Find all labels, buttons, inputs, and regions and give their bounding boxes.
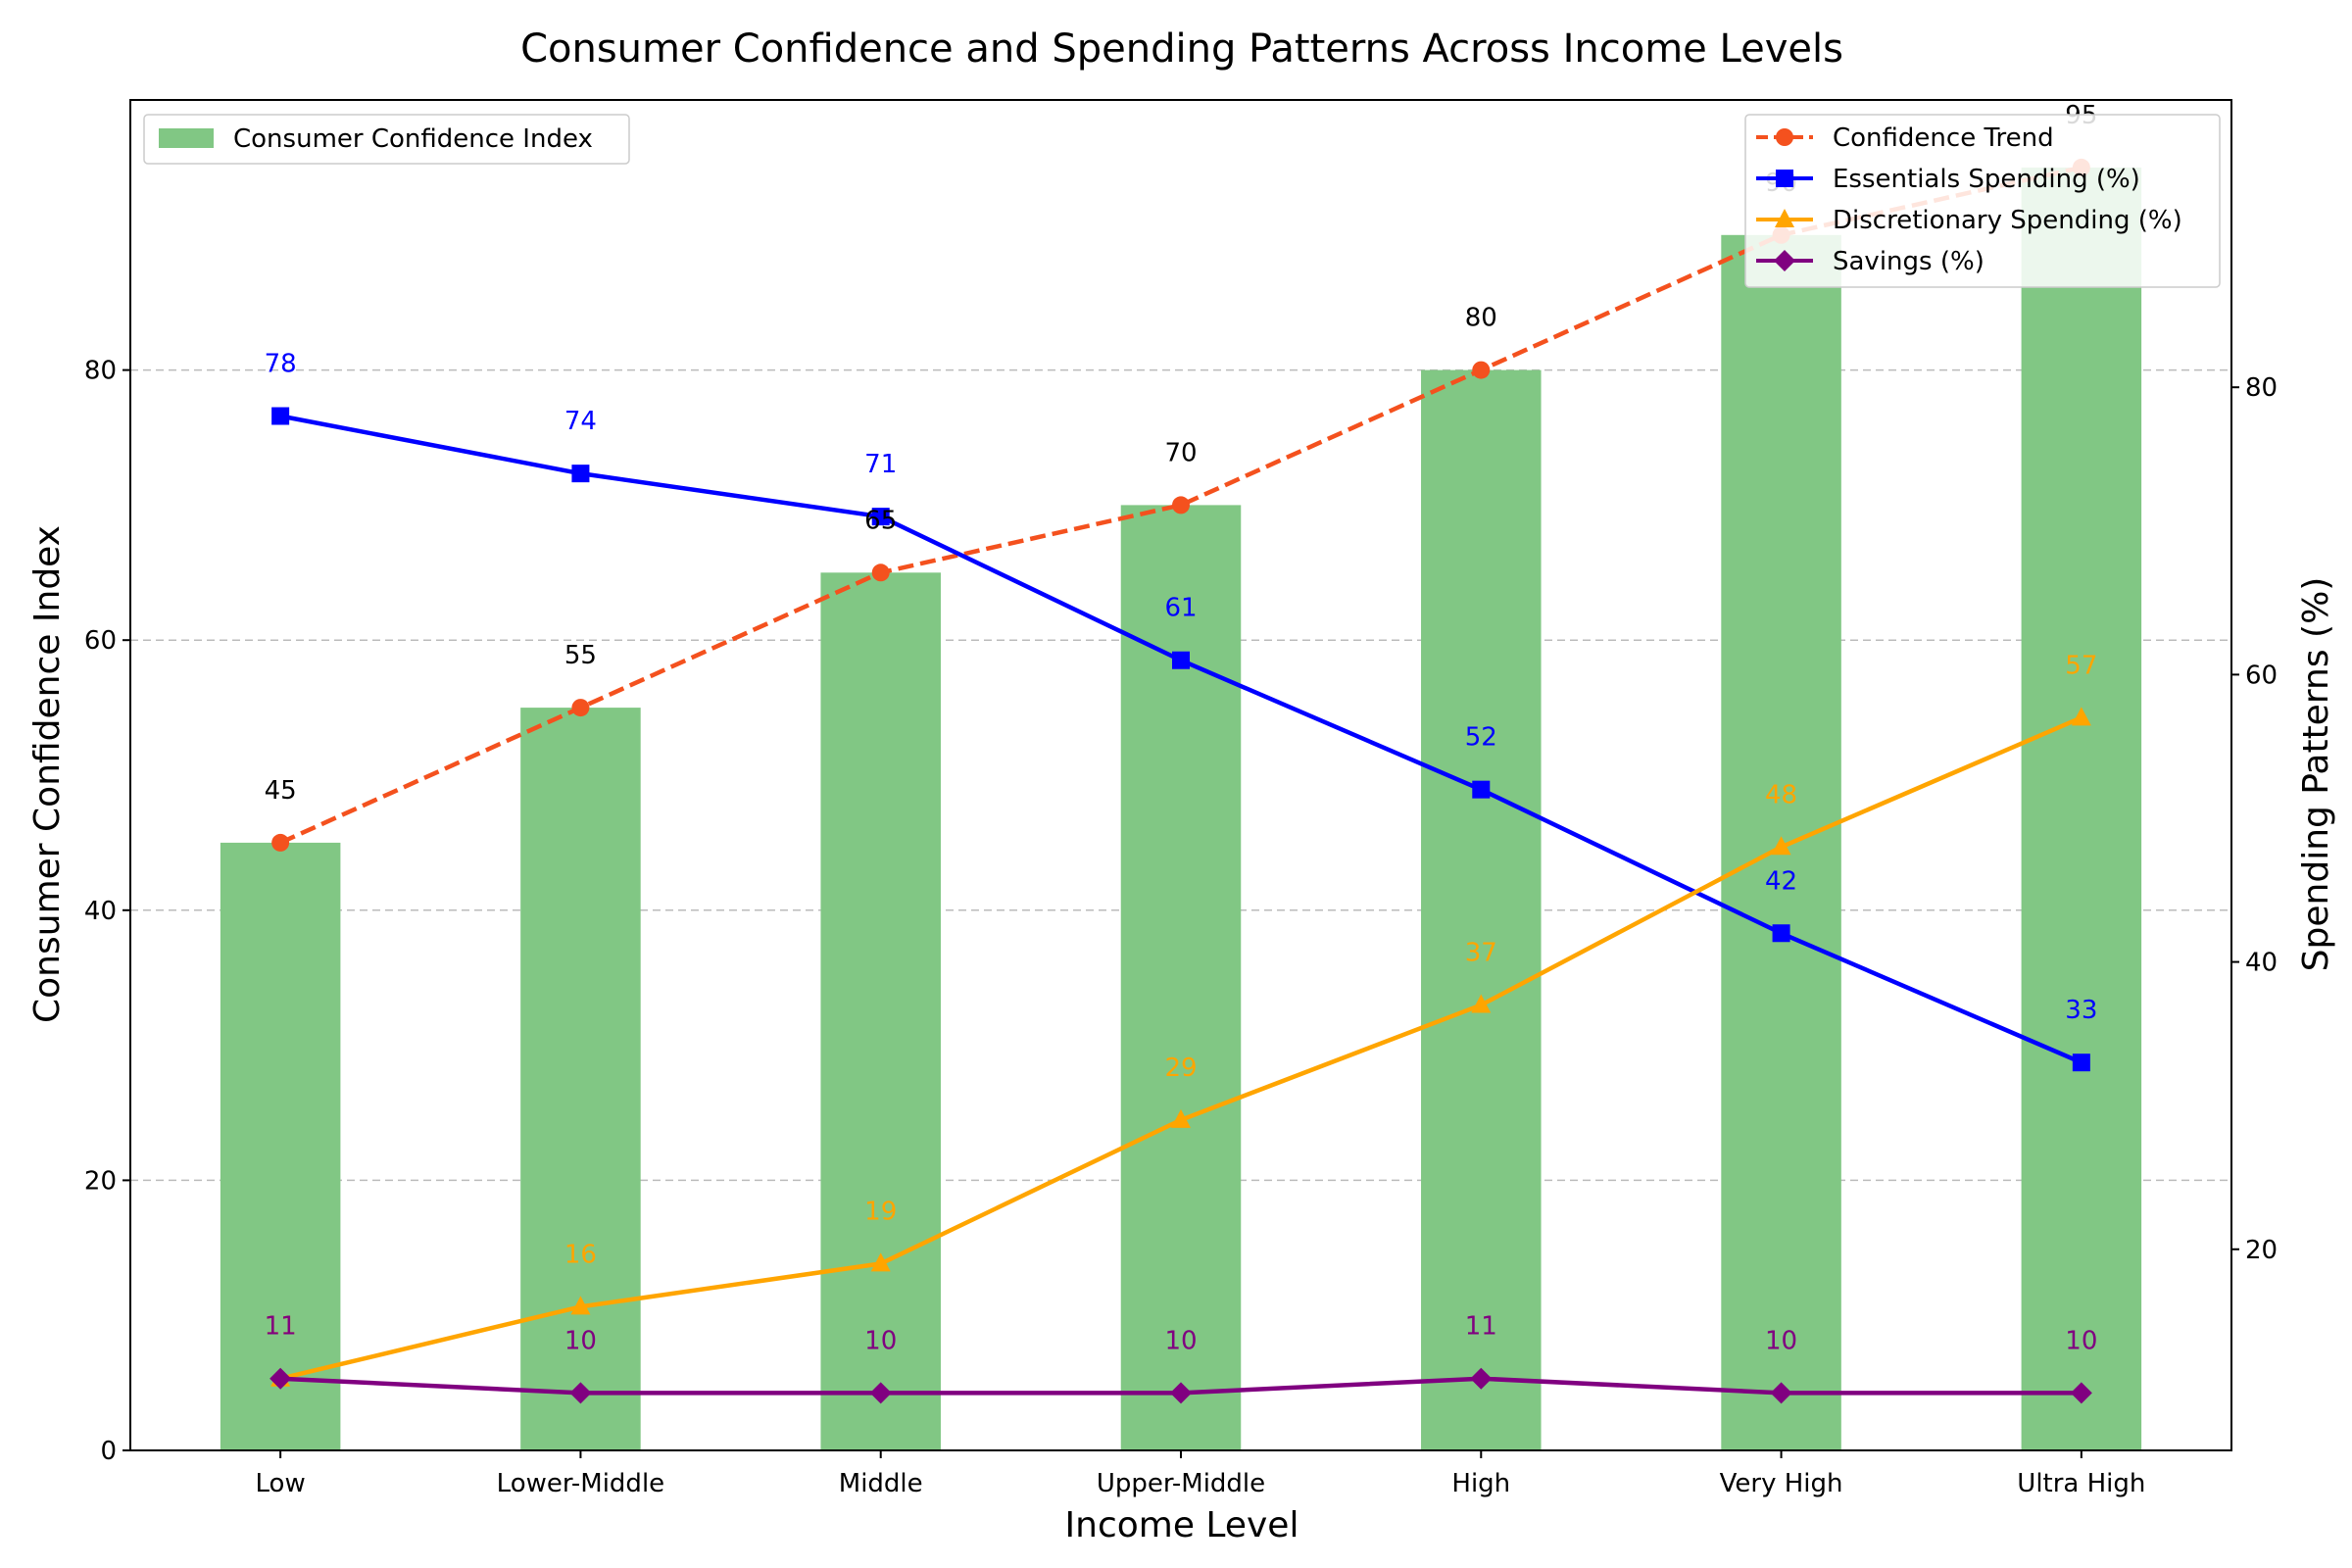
- lines-layer: [270, 158, 2092, 1404]
- series-data-label: 10: [864, 1326, 897, 1355]
- series-marker: [2070, 1382, 2092, 1404]
- series-data-label: 11: [265, 1312, 297, 1342]
- legend-right: Confidence Trend Essentials Spending (%) D…: [1744, 114, 2221, 288]
- y-tick-label-right: 20: [2245, 1236, 2278, 1265]
- bar: [820, 572, 941, 1450]
- series-data-label: 16: [564, 1240, 597, 1269]
- series-data-label: 48: [1765, 780, 1797, 809]
- y-tick-label-right: 40: [2245, 949, 2278, 978]
- series-marker: [1472, 361, 1491, 379]
- series-data-label: 10: [1164, 1326, 1197, 1355]
- x-tick-label: Lower-Middle: [497, 1469, 665, 1498]
- series-marker: [1470, 1367, 1493, 1390]
- series-marker: [270, 1367, 292, 1390]
- x-tick-label: Upper-Middle: [1097, 1469, 1265, 1498]
- series-marker: [871, 564, 890, 582]
- series-marker: [571, 699, 590, 717]
- legend-marker: [1775, 209, 1794, 227]
- series-data-label: 74: [564, 407, 597, 436]
- chart-title: Consumer Confidence and Spending Pattern…: [520, 26, 1843, 72]
- series-data-label: 42: [1765, 866, 1797, 896]
- y-tick-label: 40: [84, 897, 117, 926]
- x-tick-label: Ultra High: [2017, 1469, 2145, 1498]
- series-data-label: 78: [265, 350, 297, 379]
- series-data-label: 11: [265, 1312, 297, 1342]
- series-marker: [271, 407, 290, 425]
- series-marker: [271, 833, 290, 852]
- bar-data-label: 70: [1164, 438, 1197, 467]
- y-axis-label: Consumer Confidence Index: [27, 525, 68, 1023]
- series-marker: [870, 1252, 891, 1272]
- bar-data-label: 80: [1465, 304, 1497, 333]
- legend-marker: [1776, 128, 1793, 146]
- series-data-label: 19: [864, 1197, 897, 1226]
- y-axis-label-right: Spending Patterns (%): [2296, 577, 2336, 972]
- series-data-label: 61: [1164, 594, 1197, 623]
- x-tick-label: Middle: [839, 1469, 923, 1498]
- series-marker: [2071, 707, 2091, 726]
- bar: [520, 708, 641, 1450]
- y-tick-label: 60: [84, 626, 117, 656]
- legend-left: Consumer Confidence Index: [143, 114, 630, 165]
- series-data-label: 37: [1465, 939, 1497, 968]
- legend-label: Savings (%): [1833, 247, 1984, 276]
- series-marker: [869, 1382, 892, 1404]
- series-marker: [1772, 924, 1790, 943]
- legend-box: [1744, 114, 2221, 288]
- axes-layer: 0 20 40 60 80 20 40 60 80 Low Lower-Middle Middle Up…: [84, 99, 2278, 1498]
- y-tick-label-right: 60: [2245, 661, 2278, 690]
- series-data-label: 52: [1465, 723, 1497, 753]
- bar-data-label: 65: [864, 506, 897, 535]
- series-marker: [1172, 651, 1190, 669]
- bar-data-label: 55: [564, 641, 597, 670]
- series-data-label: 33: [2065, 996, 2097, 1025]
- legend-label: Confidence Trend: [1833, 123, 2054, 153]
- bar: [1120, 505, 1242, 1450]
- y-tick-label: 20: [84, 1166, 117, 1196]
- series-marker: [871, 508, 890, 526]
- bars-layer: [220, 167, 2142, 1451]
- series-marker: [569, 1382, 592, 1404]
- legend-label: Consumer Confidence Index: [233, 124, 593, 154]
- y-tick-label: 0: [100, 1437, 117, 1466]
- bar-data-label: 45: [265, 776, 297, 806]
- series-data-label: 10: [564, 1326, 597, 1355]
- series-marker: [1172, 496, 1190, 514]
- series-data-label: 29: [1164, 1054, 1197, 1083]
- series-marker: [1472, 780, 1491, 799]
- x-tick-label: Very High: [1720, 1469, 1843, 1498]
- bar: [2021, 167, 2142, 1450]
- series-marker: [571, 465, 590, 483]
- legend-label: Essentials Spending (%): [1833, 165, 2140, 194]
- y-tick-label-right: 80: [2245, 373, 2278, 403]
- legend-box: [143, 114, 630, 165]
- legend-marker: [1776, 170, 1793, 187]
- series-marker: [1770, 1382, 1792, 1404]
- series-data-label: 57: [2065, 651, 2097, 680]
- y-tick-label: 80: [84, 357, 117, 386]
- x-axis-label: Income Level: [1065, 1505, 1299, 1545]
- series-data-label: 10: [1765, 1326, 1797, 1355]
- series-data-label: 11: [1465, 1312, 1497, 1342]
- x-tick-label: High: [1451, 1469, 1510, 1498]
- series-marker: [2072, 1054, 2090, 1072]
- legend-marker: [1774, 250, 1795, 271]
- series-data-label: 71: [864, 450, 897, 479]
- series-marker: [1471, 994, 1492, 1013]
- series-marker: [1171, 1108, 1191, 1128]
- series-marker: [570, 1296, 591, 1315]
- series-marker: [1170, 1382, 1192, 1404]
- series-data-label: 10: [2065, 1326, 2097, 1355]
- bar: [220, 842, 341, 1450]
- legend-label: Discretionary Spending (%): [1833, 206, 2182, 235]
- bar: [1421, 369, 1542, 1451]
- legend-swatch: [159, 128, 214, 148]
- x-tick-label: Low: [256, 1469, 306, 1498]
- series-marker: [1771, 836, 1791, 856]
